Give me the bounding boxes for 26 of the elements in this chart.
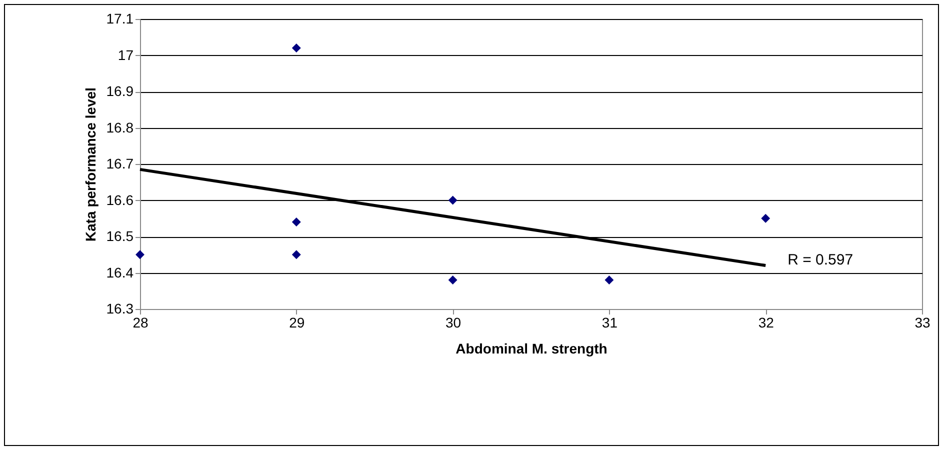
point (136, 250, 144, 260)
y-tick-label: 16.4 (106, 264, 134, 280)
point (292, 44, 301, 52)
y-tick-label: 16.7 (106, 156, 134, 172)
point (604, 276, 614, 284)
y-tick-label: 17 (118, 46, 134, 63)
x-tick-label: 31 (602, 314, 618, 330)
y-tick-label: 16.8 (106, 119, 134, 136)
x-tick-label: 32 (758, 314, 774, 330)
x-axis-title: Abdominal M. strength (456, 340, 608, 356)
y-tick-label: 16.6 (106, 192, 134, 208)
y-tick-label: 16.3 (106, 300, 134, 316)
point (761, 214, 770, 223)
x-tick-label: 28 (132, 314, 148, 330)
y-tick-label: 17.1 (106, 10, 134, 26)
annotation: R = 0.597 (788, 252, 854, 268)
point (292, 218, 301, 226)
y-axis-title: Kata performance level (82, 87, 98, 242)
y-tick-label: 16.9 (106, 83, 134, 99)
point (292, 250, 301, 260)
x-tick-label: 29 (289, 314, 305, 330)
x-tick-label: 33 (914, 314, 930, 330)
x-tick-label: 30 (446, 314, 462, 330)
point (448, 276, 458, 284)
y-tick-label: 16.5 (106, 228, 134, 244)
point (448, 196, 458, 205)
